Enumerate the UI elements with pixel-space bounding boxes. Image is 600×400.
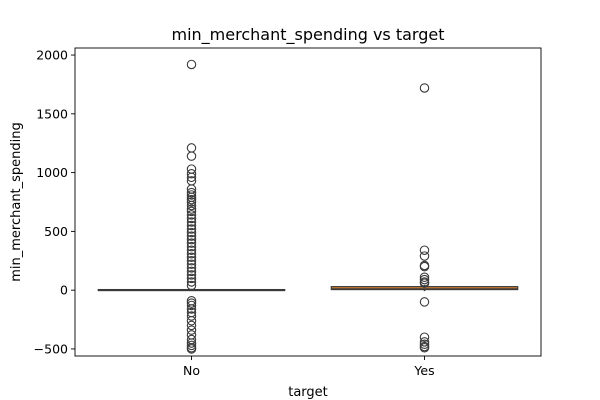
plot-area: [97, 59, 519, 354]
outlier-point: [186, 143, 197, 153]
outlier-point: [186, 187, 197, 198]
outlier-point: [186, 311, 197, 321]
outlier-point: [186, 270, 197, 280]
outlier-point: [186, 224, 197, 234]
y-tick-label: 0: [60, 283, 68, 298]
outlier-point: [186, 266, 197, 277]
outlier-point: [186, 238, 197, 248]
y-axis: −500 0 500 1000 1500 2000: [34, 48, 75, 356]
outlier-point: [419, 83, 430, 93]
outlier-point: [186, 280, 197, 291]
outlier-point: [419, 337, 430, 347]
outlier-point: [186, 338, 197, 348]
outlier-point: [419, 251, 430, 261]
outlier-point: [186, 259, 197, 270]
outlier-point: [186, 59, 197, 70]
outlier-point: [186, 344, 197, 354]
y-tick-label: 1000: [36, 165, 68, 180]
outlier-point: [419, 339, 430, 349]
outlier-point: [186, 231, 197, 241]
outlier-point: [186, 190, 197, 200]
outlier-point: [419, 274, 430, 285]
outlier-point: [186, 273, 197, 284]
outlier-point: [186, 340, 197, 351]
outlier-point: [419, 278, 430, 288]
outlier-point: [186, 194, 197, 205]
outlier-point: [186, 200, 197, 211]
outlier-point: [186, 220, 197, 231]
outlier-point: [186, 169, 197, 179]
outlier-point: [419, 272, 430, 282]
y-tick-label: 2000: [36, 48, 68, 63]
outlier-point: [186, 227, 197, 238]
outlier-point: [186, 300, 197, 311]
outlier-point: [186, 315, 197, 326]
outlier-point: [186, 304, 197, 314]
outlier-point: [186, 197, 197, 207]
outlier-point: [419, 297, 430, 307]
outlier-point: [419, 261, 430, 272]
outlier-point: [419, 245, 430, 255]
y-axis-label: min_merchant_spending: [9, 122, 24, 282]
y-tick-label: −500: [34, 341, 68, 356]
box-group-no: [97, 59, 286, 354]
x-tick-label: Yes: [413, 363, 434, 378]
outlier-point: [186, 210, 197, 220]
outlier-point: [186, 245, 197, 255]
outlier-point: [186, 172, 197, 183]
chart-title: min_merchant_spending vs target: [172, 25, 445, 45]
x-axis: No Yes: [183, 356, 435, 378]
outlier-point: [186, 256, 197, 266]
outlier-point: [186, 204, 197, 214]
x-tick-label: No: [183, 363, 200, 378]
outlier-point: [186, 217, 197, 227]
outlier-point: [419, 343, 430, 353]
outlier-point: [186, 263, 197, 273]
outlier-point: [186, 298, 197, 308]
outlier-point: [186, 320, 197, 331]
x-axis-label: target: [288, 385, 328, 400]
outlier-point: [186, 248, 197, 259]
outlier-point: [186, 325, 197, 335]
outlier-point: [186, 252, 197, 263]
outlier-point: [186, 234, 197, 245]
outlier-point: [186, 213, 197, 224]
outlier-point: [419, 332, 430, 342]
y-tick-label: 1500: [36, 106, 68, 121]
outlier-point: [186, 206, 197, 217]
outlier-point: [186, 277, 197, 287]
outlier-point: [186, 151, 197, 161]
plot-frame: [74, 47, 542, 357]
outlier-point: [186, 241, 197, 252]
box-group-yes: [330, 83, 519, 353]
y-tick-label: 500: [44, 224, 68, 239]
